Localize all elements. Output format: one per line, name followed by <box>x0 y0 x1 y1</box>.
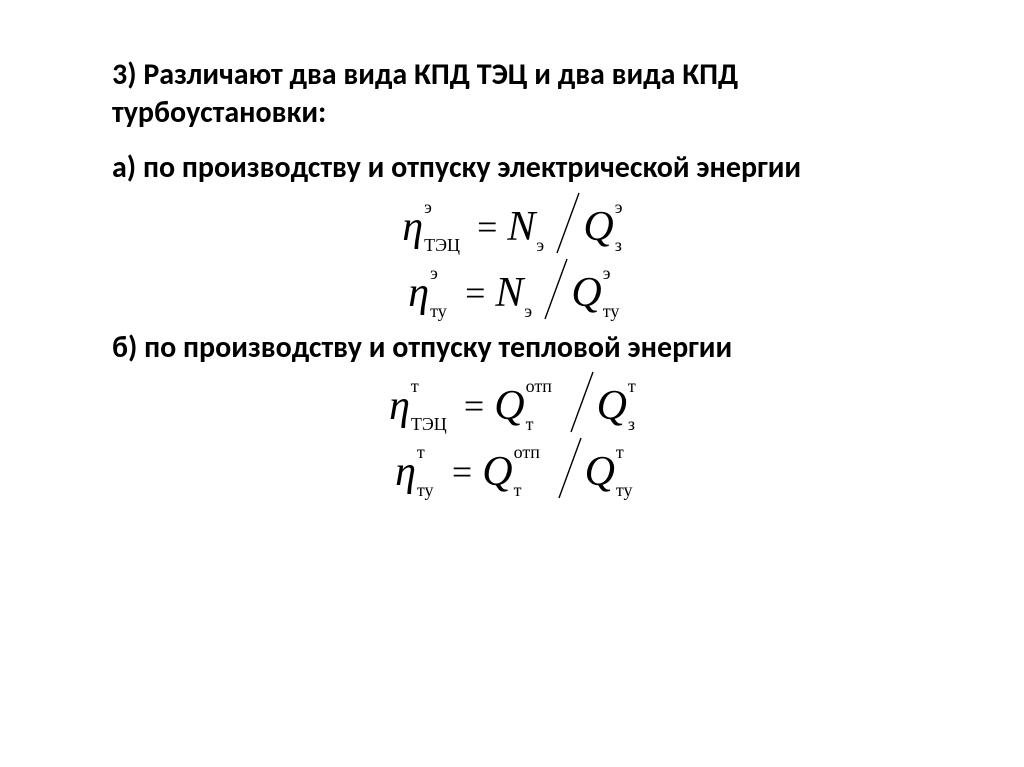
formula-a1: η э ТЭЦ = N э Q э з <box>112 197 924 257</box>
fraction-slash-icon <box>555 197 581 257</box>
den-symbol: Q <box>597 383 627 429</box>
formula-b1: η т ТЭЦ = Q отп т Q т з <box>112 376 924 436</box>
eta-sup: т <box>411 377 419 395</box>
equals-sign: = <box>464 388 484 424</box>
num-sub: э <box>536 236 544 254</box>
eta-sup: т <box>417 443 425 461</box>
equals-sign: = <box>452 454 472 490</box>
section-b-text: б) по производству и отпуску тепловой эн… <box>112 329 924 367</box>
eta-symbol: η <box>389 383 410 429</box>
den-symbol: Q <box>583 204 613 250</box>
num-symbol: N <box>495 270 523 316</box>
num-sub: т <box>514 481 522 499</box>
eta-symbol: η <box>402 204 423 250</box>
slide-content: 3) Различают два вида КПД ТЭЦ и два вида… <box>0 0 1024 548</box>
formula-a2: η э ту = N э Q э ту <box>112 263 924 323</box>
fraction-slash-icon <box>543 263 569 323</box>
den-sup: э <box>603 264 611 282</box>
eta-symbol: η <box>408 270 429 316</box>
den-sup: т <box>616 443 624 461</box>
num-symbol: N <box>507 204 535 250</box>
den-sub: з <box>628 415 635 433</box>
den-symbol: Q <box>585 449 615 495</box>
eta-sub: ТЭЦ <box>411 415 447 433</box>
den-sub: ту <box>616 481 633 499</box>
den-sup: т <box>628 377 636 395</box>
fraction-slash-icon <box>557 442 583 502</box>
equals-sign: = <box>477 209 497 245</box>
den-sub: з <box>615 236 622 254</box>
eta-sub: ту <box>430 302 447 320</box>
fraction-slash-icon <box>569 376 595 436</box>
formula-b2: η т ту = Q отп т Q т ту <box>112 442 924 502</box>
num-sup: отп <box>514 443 540 461</box>
num-sub: т <box>526 415 534 433</box>
equals-sign: = <box>465 275 485 311</box>
den-symbol: Q <box>571 270 601 316</box>
eta-sub: ту <box>417 481 434 499</box>
den-sub: ту <box>603 302 620 320</box>
num-sup: отп <box>526 377 552 395</box>
eta-sup: э <box>424 198 432 216</box>
eta-sup: э <box>430 264 438 282</box>
heading-text: 3) Различают два вида КПД ТЭЦ и два вида… <box>112 56 924 131</box>
den-sup: э <box>615 198 623 216</box>
eta-sub: ТЭЦ <box>424 236 460 254</box>
section-a-text: а) по производству и отпуску электрическ… <box>112 149 924 187</box>
num-sub: э <box>524 302 532 320</box>
eta-symbol: η <box>395 449 416 495</box>
num-symbol: Q <box>494 383 524 429</box>
num-symbol: Q <box>482 449 512 495</box>
